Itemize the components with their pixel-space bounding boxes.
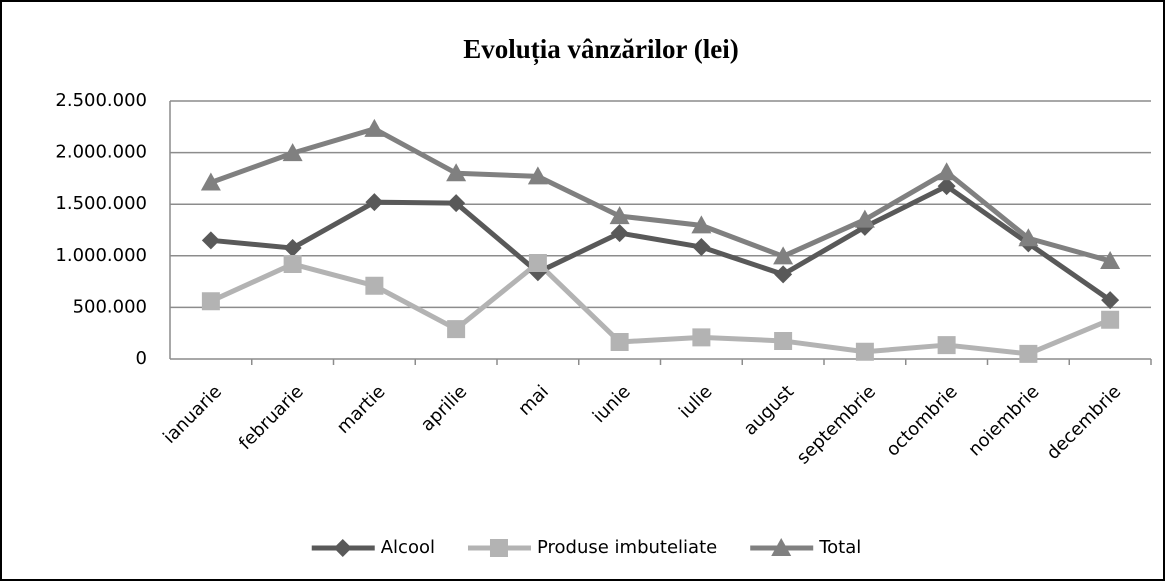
data-point [854,209,875,228]
data-point [364,118,385,137]
data-point [447,194,466,213]
data-point [446,163,467,182]
data-point [201,231,220,250]
data-point [282,143,303,162]
data-point [1019,344,1038,363]
y-tick-label: 500.000 [73,296,147,317]
legend-label: Alcool [381,537,435,558]
data-point [774,265,793,284]
y-tick-label: 1.500.000 [55,193,147,214]
data-point [365,276,384,295]
data-point [774,331,793,350]
data-point [283,239,302,258]
data-point [528,254,547,273]
data-point [1101,291,1120,310]
legend-label: Produse imbuteliate [537,537,717,558]
legend-label: Total [818,537,861,558]
series-line [210,126,1111,264]
y-tick-label: 2.500.000 [55,90,147,111]
data-point [692,238,711,257]
legend-marker [771,538,792,556]
data-point [692,328,711,347]
data-point [936,162,957,181]
data-point [610,224,629,243]
legend-marker [489,539,508,557]
data-point [773,246,794,265]
y-tick-label: 1.000.000 [55,245,147,266]
data-point [1101,310,1120,329]
data-point [1018,228,1039,247]
data-point [609,206,630,225]
data-point [691,215,712,234]
y-tick-label: 0 [136,348,147,369]
series-line [210,183,1112,303]
data-point [447,320,466,339]
legend-marker [333,539,352,557]
data-point [200,172,221,191]
series-line [209,260,1112,357]
data-point [855,342,874,361]
chart-title: Evoluția vânzărilor (lei) [463,34,738,65]
data-point [527,166,548,185]
data-point [1100,250,1121,269]
data-point [201,292,220,311]
data-point [283,255,302,274]
data-point [937,177,956,196]
data-point [610,332,629,351]
y-tick-label: 2.000.000 [55,142,147,163]
data-point [365,193,384,212]
data-point [937,336,956,355]
